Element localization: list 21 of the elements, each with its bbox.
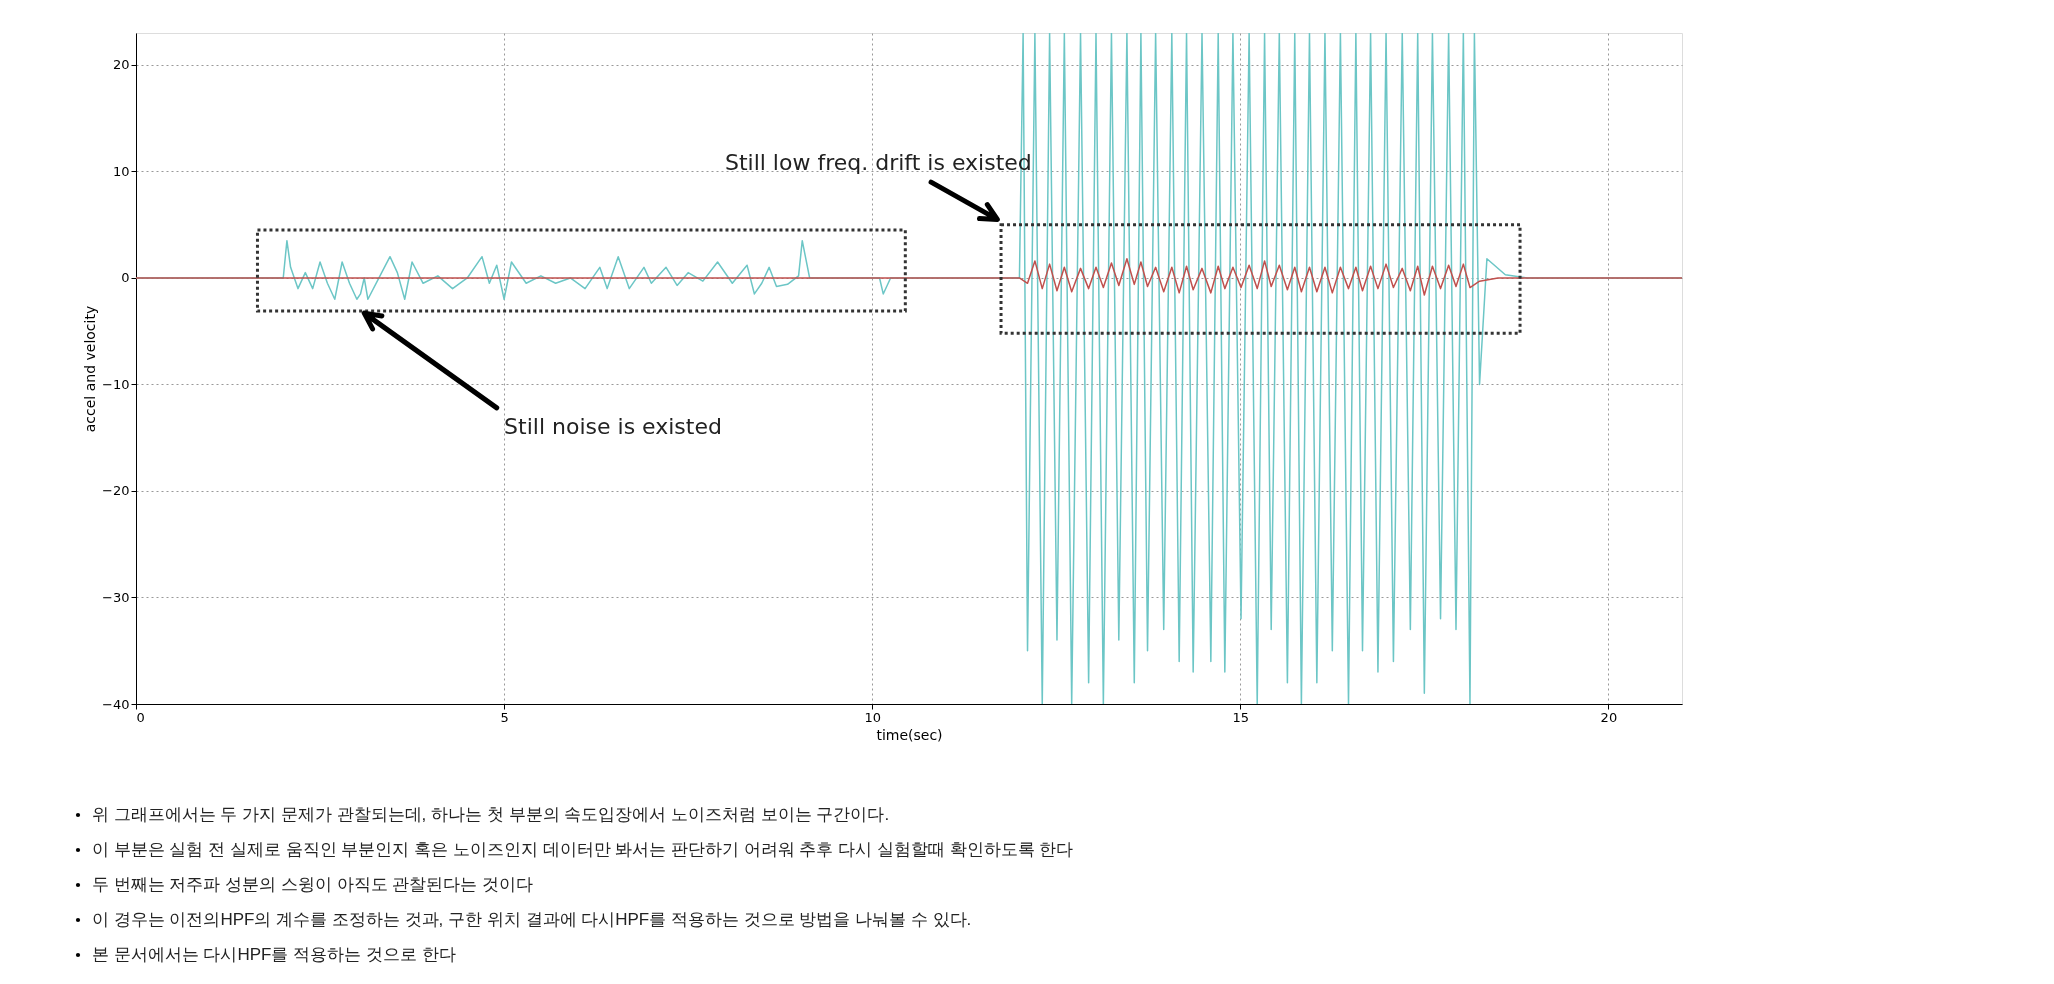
text: 이 부분은 실험 전 실제로 움직인 부분인지 혹은 노이즈인지 데이터만 봐서는 판단하기 어려워 추후 다시 실험할때 확인하도록 한다 bbox=[92, 840, 1074, 859]
x-tick-label: 15 bbox=[1232, 709, 1250, 725]
x-tick-label: 0 bbox=[136, 709, 145, 725]
y-tick-label: 0 bbox=[121, 270, 130, 286]
x-tick-label: 20 bbox=[1600, 709, 1618, 725]
x-axis-title: time(sec) bbox=[876, 726, 943, 743]
y-tick-label: 20 bbox=[112, 57, 130, 73]
x-tick-label: 5 bbox=[500, 709, 509, 725]
annotation: Still noise is existed bbox=[504, 414, 722, 440]
line-series bbox=[136, 258, 1682, 296]
text: 이 경우는 이전의HPF의 계수를 조정하는 것과, 구한 위치 결과에 다시HPF를 적용하는 것으로 방법을 나눠볼 수 있다. bbox=[92, 910, 972, 929]
text: 두 번째는 저주파 성분의 스윙이 아직도 관찰된다는 것이다 bbox=[92, 875, 534, 894]
y-axis-title: accel and velocity bbox=[82, 305, 99, 433]
y-tick-label: −20 bbox=[102, 483, 130, 499]
y-tick-label: −40 bbox=[102, 696, 130, 712]
y-tick-label: −10 bbox=[102, 376, 130, 392]
y-tick-label: 10 bbox=[112, 163, 130, 179]
text: 위 그래프에서는 두 가지 문제가 관찰되는데, 하나는 첫 부분의 속도입장에서 노이즈처럼 보이는 구간이다. bbox=[92, 805, 890, 824]
x-tick-label: 10 bbox=[864, 709, 881, 725]
text: 본 문서에서는 다시HPF를 적용하는 것으로 한다 bbox=[92, 945, 456, 964]
y-tick-label: −30 bbox=[102, 589, 130, 605]
